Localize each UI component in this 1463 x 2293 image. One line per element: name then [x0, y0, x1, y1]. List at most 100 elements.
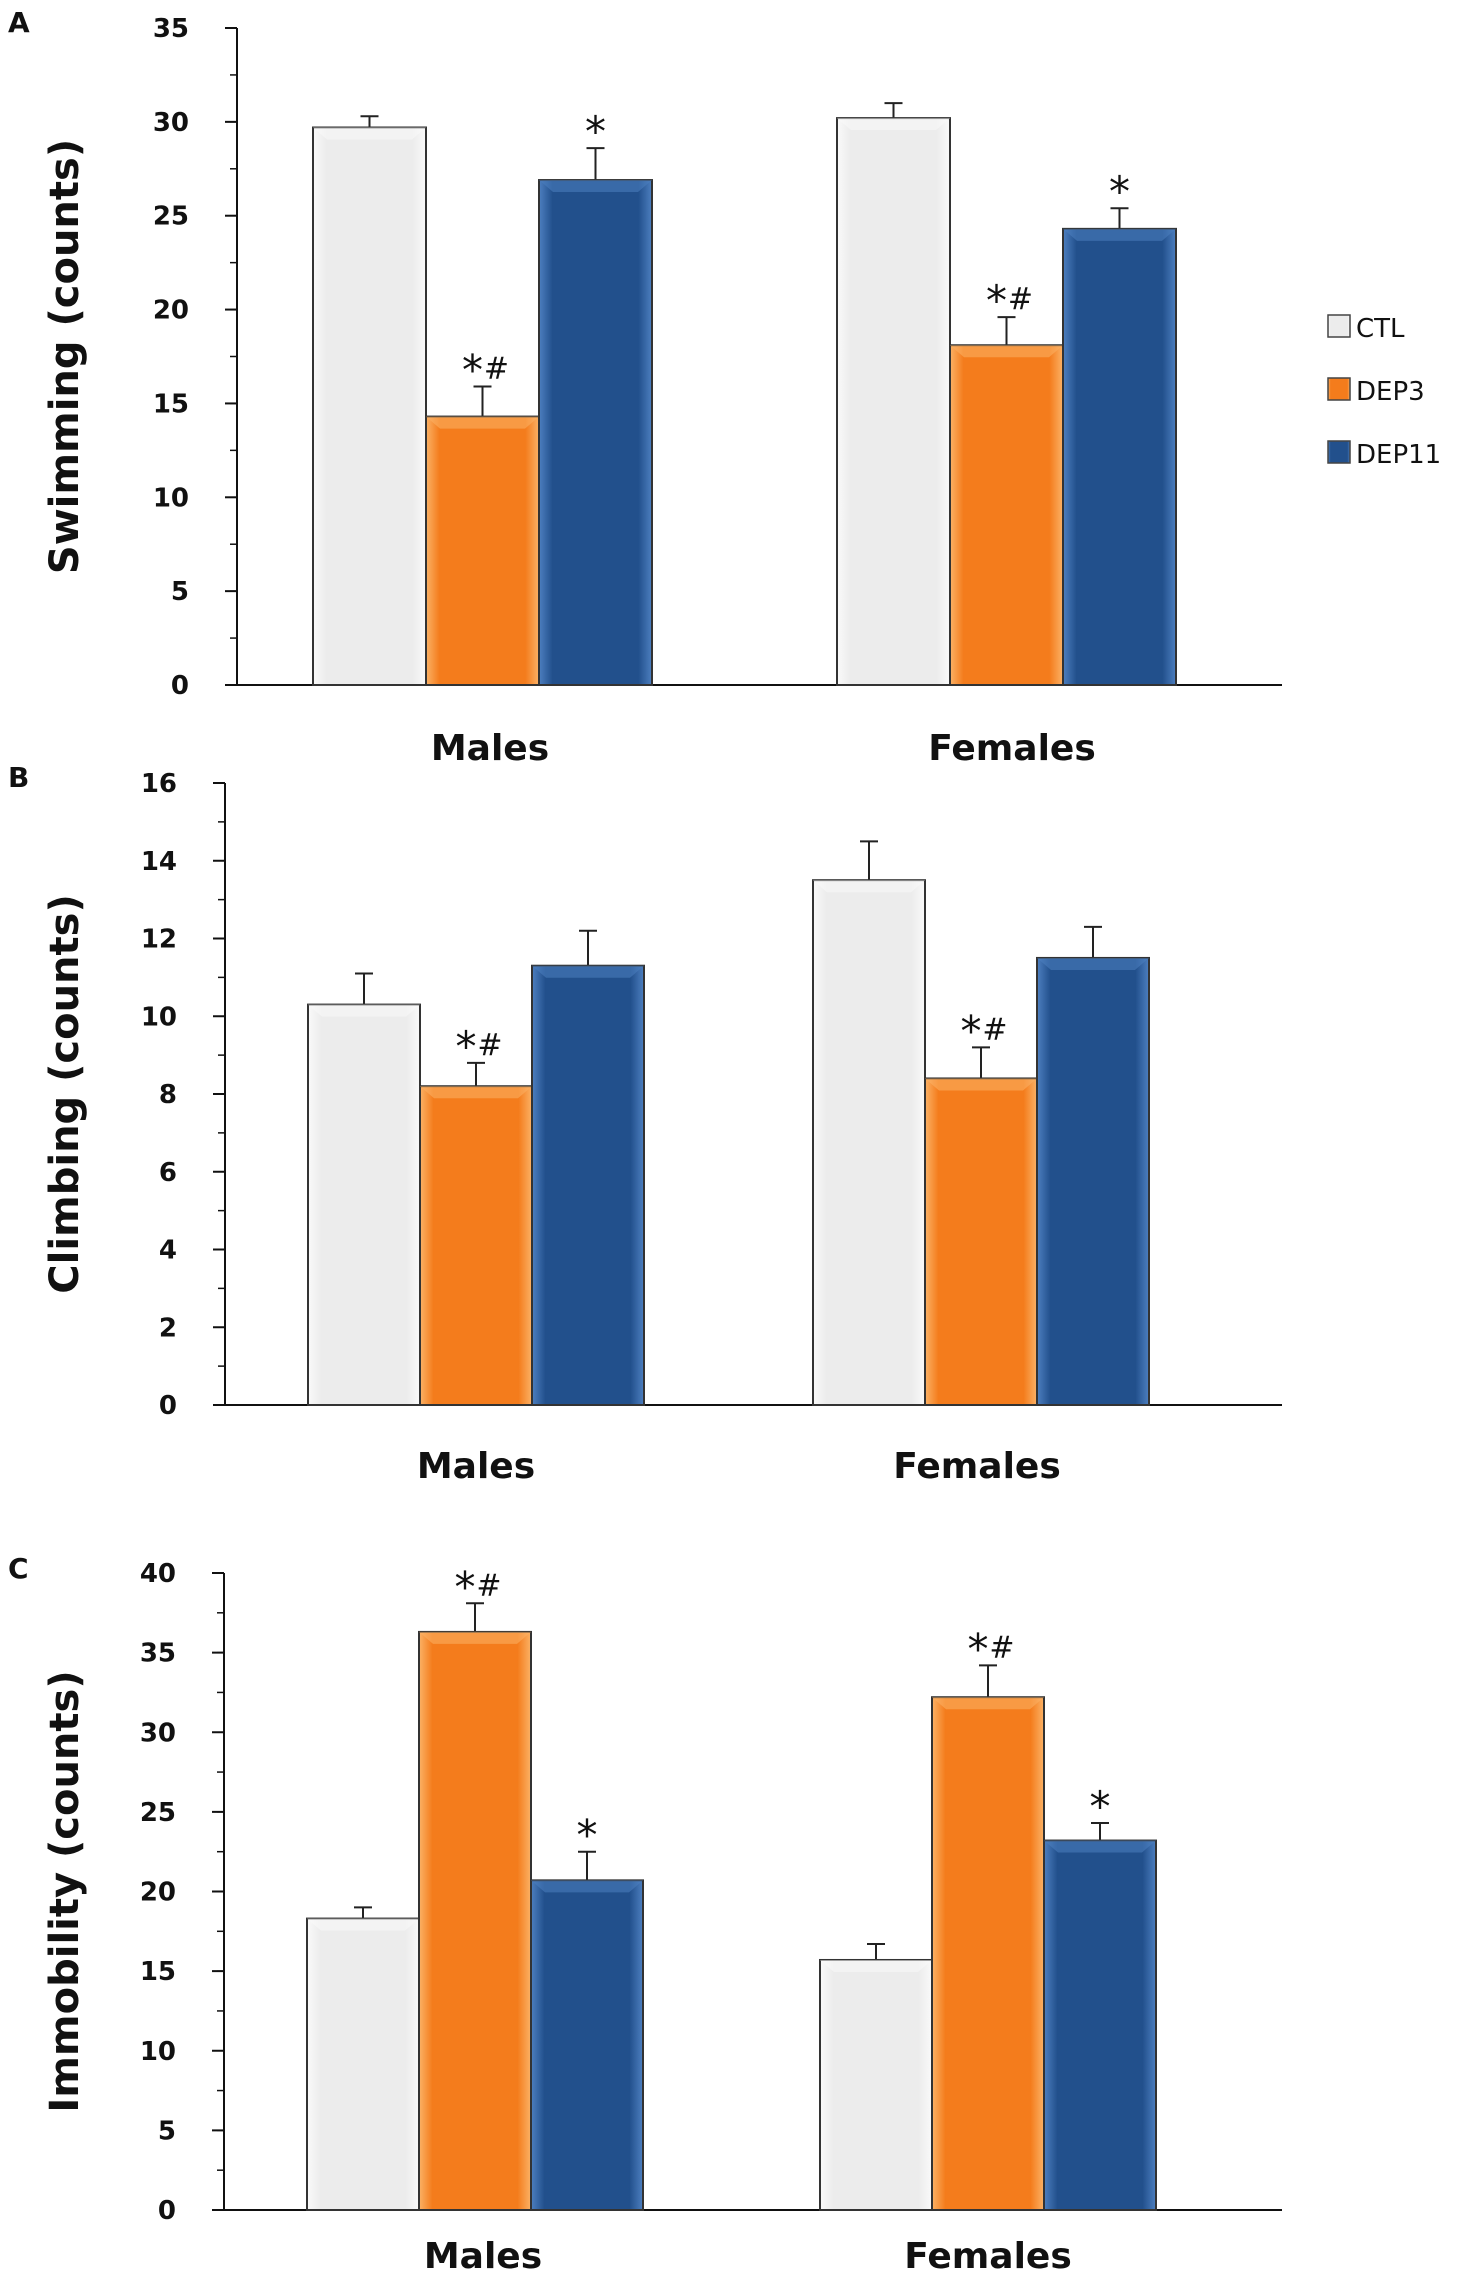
legend-label-dep3: DEP3: [1356, 377, 1425, 407]
bar-bevel: [532, 965, 644, 978]
significance-star: *: [462, 346, 483, 395]
legend-swatch-dep11: [1327, 440, 1351, 464]
bar-dep11-males: [531, 964, 645, 1407]
bar-bevel: [813, 880, 925, 893]
y-tick-label: 0: [158, 2196, 176, 2226]
y-tick-label: 15: [140, 1957, 176, 1987]
significance-hash: #: [989, 1630, 1014, 1665]
legend-label-dep11: DEP11: [1356, 440, 1441, 470]
legend-label-ctl: CTL: [1356, 314, 1405, 344]
bar-ctl-males: [307, 1003, 421, 1407]
bar-bevel: [531, 1880, 643, 1893]
y-tick-label: 2: [159, 1313, 177, 1343]
bar-dep11-females: [1062, 227, 1177, 686]
panel-label: A: [8, 6, 30, 39]
bar-dep3-females: [924, 1077, 1038, 1406]
bar-dep3-females: [949, 344, 1064, 686]
significance-star: *: [986, 276, 1007, 325]
x-category-label: Males: [417, 1446, 535, 1487]
y-tick-label: 35: [140, 1639, 176, 1669]
panel-label: C: [8, 1552, 29, 1585]
significance-star: *: [1090, 1782, 1111, 1831]
y-tick-label: 20: [140, 1878, 176, 1908]
bar-bevel: [539, 180, 652, 193]
bar-ctl-females: [812, 879, 926, 1406]
bar-bevel: [1063, 228, 1176, 241]
x-category-label: Males: [424, 2236, 542, 2277]
y-tick-label: 16: [141, 769, 177, 799]
y-tick-label: 8: [159, 1080, 177, 1110]
x-category-label: Females: [904, 2236, 1072, 2277]
bar-dep11-females: [1043, 1839, 1157, 2212]
significance-star: *: [577, 1811, 598, 1860]
y-axis-label: Climbing (counts): [42, 894, 88, 1293]
bar-bevel: [307, 1918, 419, 1931]
significance-hash: #: [982, 1012, 1007, 1047]
bar-dep11-males: [538, 179, 653, 686]
bar-bevel: [925, 1078, 1037, 1091]
significance-hash: #: [477, 1028, 502, 1063]
bar-ctl-males: [312, 126, 427, 686]
bar-dep11-females: [1036, 956, 1150, 1406]
y-tick-label: 12: [141, 925, 177, 955]
bar-bevel: [837, 118, 950, 131]
significance-star: *: [455, 1562, 476, 1611]
bar-dep3-females: [931, 1696, 1045, 2211]
significance-hash: #: [1008, 282, 1033, 317]
y-tick-label: 5: [171, 577, 189, 607]
legend-swatch-dep3: [1327, 377, 1351, 401]
y-tick-label: 5: [158, 2116, 176, 2146]
y-tick-label: 25: [140, 1798, 176, 1828]
legend: CTL DEP3 DEP11: [1327, 314, 1441, 470]
significance-star: *: [1109, 167, 1130, 216]
bar-dep3-males: [418, 1630, 532, 2211]
y-tick-label: 25: [153, 202, 189, 232]
bar-bevel: [313, 127, 426, 140]
panel-c: C Immobility (counts) 0 5 10 15 20 25 30 35 40 Male…: [8, 1552, 1282, 2277]
y-tick-label: 40: [140, 1559, 176, 1589]
y-tick-label: 10: [153, 483, 189, 513]
bar-dep11-males: [530, 1879, 644, 2212]
bar-ctl-females: [836, 117, 951, 687]
x-category-label: Females: [893, 1446, 1061, 1487]
y-tick-label: 14: [141, 847, 177, 877]
bar-bevel: [1044, 1840, 1156, 1853]
bar-dep3-males: [425, 415, 540, 686]
significance-star: *: [961, 1006, 982, 1055]
y-tick-label: 30: [153, 108, 189, 138]
panel-label: B: [8, 761, 29, 794]
significance-star: *: [585, 107, 606, 156]
y-axis-label: Swimming (counts): [42, 139, 88, 574]
y-tick-label: 10: [141, 1002, 177, 1032]
bar-bevel: [1037, 957, 1149, 970]
significance-hash: #: [484, 352, 509, 387]
bar-dep3-males: [419, 1085, 533, 1406]
x-category-label: Females: [928, 728, 1096, 769]
y-tick-label: 35: [153, 14, 189, 44]
bar-ctl-males: [306, 1917, 420, 2211]
panel-a: A Swimming (counts) 0 5 10 15 20 25 30 35 Males Fem…: [8, 6, 1282, 769]
bar-bevel: [950, 345, 1063, 358]
significance-star: *: [968, 1624, 989, 1673]
y-tick-label: 10: [140, 2037, 176, 2067]
bar-bevel: [308, 1004, 420, 1017]
panel-b: B Climbing (counts) 0 2 4 6 8 10 12 14 16 Males Fema…: [8, 761, 1282, 1487]
y-tick-label: 6: [159, 1158, 177, 1188]
y-tick-label: 0: [159, 1391, 177, 1421]
bar-bevel: [820, 1959, 932, 1972]
y-tick-label: 20: [153, 296, 189, 326]
significance-hash: #: [476, 1568, 501, 1603]
y-tick-label: 15: [153, 389, 189, 419]
bar-ctl-females: [819, 1958, 933, 2212]
bar-bevel: [932, 1697, 1044, 1710]
bar-bevel: [420, 1086, 532, 1099]
x-category-label: Males: [431, 728, 549, 769]
y-tick-label: 0: [171, 671, 189, 701]
bar-bevel: [419, 1631, 531, 1644]
y-axis-label: Immobility (counts): [42, 1670, 88, 2112]
y-tick-label: 30: [140, 1718, 176, 1748]
bar-bevel: [426, 416, 539, 429]
legend-swatch-ctl: [1327, 314, 1351, 338]
